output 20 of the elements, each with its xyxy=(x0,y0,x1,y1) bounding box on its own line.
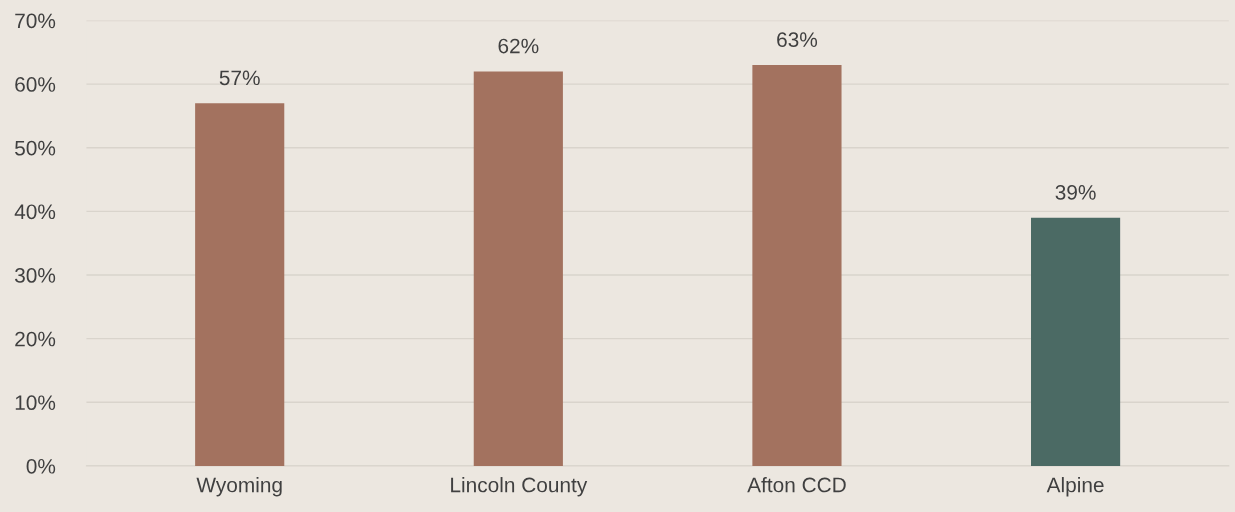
y-tick-label: 0% xyxy=(26,458,56,474)
x-tick-label: Lincoln County xyxy=(451,477,588,497)
bar xyxy=(473,71,563,466)
y-tick-label: 50% xyxy=(15,140,56,156)
y-tick-label: 40% xyxy=(14,204,56,220)
x-tick-label: Afton CCD xyxy=(747,477,846,493)
data-label: 39% xyxy=(1055,184,1096,200)
bar xyxy=(195,103,285,466)
data-label: 62% xyxy=(498,38,539,54)
x-tick-label: Alpine xyxy=(1046,477,1104,497)
data-label: 57% xyxy=(219,70,260,86)
bar xyxy=(1031,217,1121,466)
y-tick-label: 20% xyxy=(15,331,56,347)
y-tick-label: 70% xyxy=(15,13,56,29)
y-tick-label: 60% xyxy=(15,77,56,92)
y-tick-label: 10% xyxy=(15,395,56,411)
x-tick-label: Wyoming xyxy=(196,477,282,497)
y-tick-label: 30% xyxy=(14,268,56,283)
data-label: 63% xyxy=(777,32,818,48)
bar xyxy=(752,65,842,466)
